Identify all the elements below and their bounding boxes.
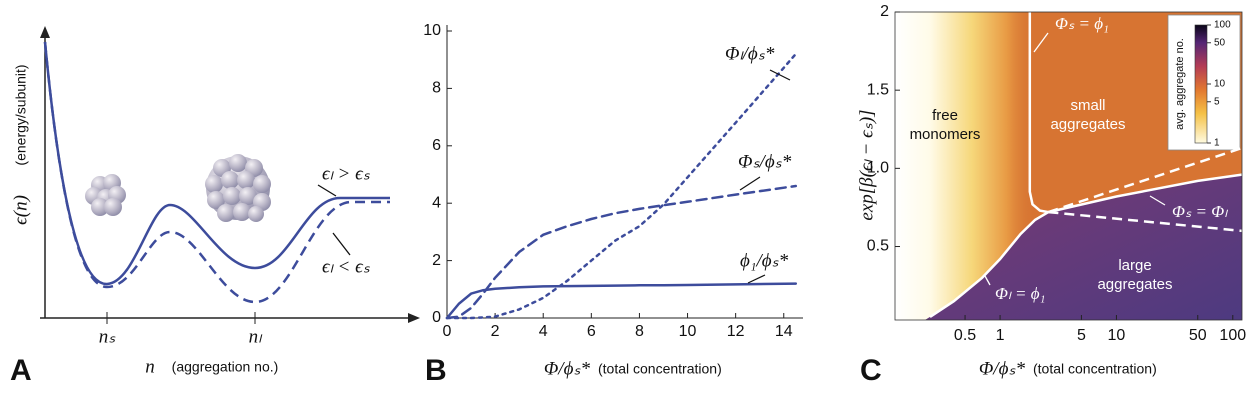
phase-boundary [1028, 12, 1049, 214]
colorbar-tick-label: 100 [1214, 20, 1231, 31]
panel-label: C [860, 354, 882, 387]
energy-curve [43, 41, 390, 304]
boundary-label: Φₛ = ϕ₁ [1055, 14, 1109, 33]
x-axis-note: (total concentration) [598, 361, 722, 377]
x-tick-label: 5 [1077, 327, 1086, 344]
x-axis-label: n [145, 356, 155, 377]
y-axis-label: ϵ(n) [10, 195, 31, 225]
boundary-label: Φₛ = Φₗ [1172, 202, 1228, 221]
x-tick-label: 10 [1108, 327, 1126, 344]
panel-label: B [425, 354, 447, 387]
y-axis-note: (energy/subunit) [13, 64, 29, 165]
y-tick-label: 10 [423, 22, 441, 39]
colorbar-tick-label: 50 [1214, 37, 1226, 48]
x-tick-label: nₛ [99, 326, 117, 347]
panel-c: avg. aggregate no. exp[β(ϵₗ − ϵₛ)] Φ/ϕₛ*… [856, 3, 1246, 387]
annotation-arrow [769, 69, 791, 81]
y-tick-label: 6 [432, 137, 441, 154]
y-tick-label: 0.5 [867, 238, 889, 255]
x-tick-label: 100 [1219, 327, 1246, 344]
x-tick-label: 4 [539, 323, 548, 340]
small-aggregate [85, 174, 126, 216]
x-axis-note: (total concentration) [1033, 361, 1157, 377]
annotation-arrow [747, 274, 766, 284]
phase-boundary [1048, 210, 1243, 233]
x-tick-label: 10 [679, 323, 697, 340]
colorbar-label: avg. aggregate no. [1174, 38, 1186, 130]
series-label: ϕ₁/ϕₛ* [740, 250, 789, 271]
panel-a: ϵ(n) (energy/subunit) nₛ nₗ n (aggregati… [10, 26, 420, 387]
x-tick-label: 12 [727, 323, 745, 340]
region-label: large aggregates [1097, 257, 1172, 293]
colorbar-tick-label: 1 [1214, 138, 1220, 149]
x-tick-label: 0.5 [954, 327, 976, 344]
annotation-arrow [317, 184, 337, 197]
phase-boundary [1048, 146, 1243, 214]
y-tick-label: 1.5 [867, 81, 889, 98]
colorbar-tick-label: 10 [1214, 79, 1226, 90]
x-tick-label: 2 [491, 323, 500, 340]
phase-boundary [1048, 173, 1243, 214]
colorbar-tick-label: 5 [1214, 96, 1220, 107]
series-label: Φₗ/ϕₛ* [725, 43, 775, 64]
y-tick-label: 8 [432, 80, 441, 97]
data-line [445, 52, 798, 320]
axis-arrow [40, 26, 50, 38]
x-tick-label: nₗ [249, 326, 264, 347]
region-label: small aggregates [1050, 97, 1125, 133]
x-tick-label: 6 [587, 323, 596, 340]
y-tick-label: 0 [432, 309, 441, 326]
series-label: Φₛ/ϕₛ* [738, 151, 792, 172]
axis-arrow [408, 313, 420, 323]
annotation-arrow [1033, 32, 1049, 53]
y-tick-label: 2 [880, 3, 889, 20]
x-axis-label: Φ/ϕₛ* [544, 358, 591, 379]
x-axis-note: (aggregation no.) [172, 359, 279, 375]
phase-boundary [929, 211, 1050, 318]
y-tick-label: 1.0 [867, 160, 889, 177]
annotation-arrow [332, 232, 351, 256]
annotation: ϵₗ > ϵₛ [322, 163, 371, 184]
annotation-arrow [984, 275, 991, 286]
annotation-arrow [739, 176, 761, 191]
boundary-label: Φₗ = ϕ₁ [995, 284, 1045, 303]
y-axis-label: exp[β(ϵₗ − ϵₛ)] [856, 109, 877, 220]
annotation: ϵₗ < ϵₛ [322, 256, 371, 277]
data-line [445, 184, 798, 320]
x-tick-label: 0 [443, 323, 452, 340]
region-label: free monomers [910, 107, 981, 143]
x-tick-label: 1 [996, 327, 1005, 344]
panel-label: A [10, 354, 32, 387]
x-tick-label: 14 [775, 323, 793, 340]
y-tick-label: 4 [432, 194, 441, 211]
large-aggregate [205, 154, 271, 222]
x-axis-label: Φ/ϕₛ* [979, 358, 1026, 379]
plot-frame [894, 11, 1243, 321]
colorbar [1194, 24, 1208, 144]
x-tick-label: 8 [635, 323, 644, 340]
data-line [445, 282, 798, 320]
x-tick-label: 50 [1189, 327, 1207, 344]
y-tick-label: 2 [432, 252, 441, 269]
panel-b: Φ/ϕₛ* (total concentration) B 0 2 4 6 8 10 12 1… [423, 22, 803, 387]
annotation-arrow [1149, 195, 1166, 206]
heatmap-large-region [925, 174, 1242, 320]
